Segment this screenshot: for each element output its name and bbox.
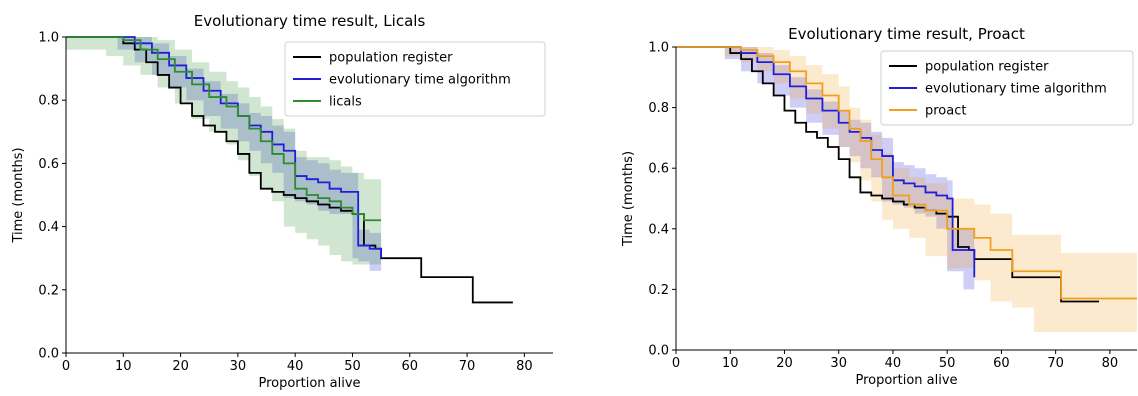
chart-title: Evolutionary time result, Proact (788, 25, 1025, 43)
x-tick-label: 10 (722, 356, 739, 371)
x-tick-label: 0 (62, 359, 70, 374)
y-tick-label: 0.8 (648, 101, 669, 116)
x-tick-label: 60 (401, 359, 418, 374)
x-tick-label: 50 (939, 356, 956, 371)
chart-title: Evolutionary time result, Licals (194, 12, 426, 30)
y-tick-label: 1.0 (648, 41, 669, 56)
chart-licals: Evolutionary time result, Licals 0 10 20 30 4… (11, 12, 553, 391)
y-tick-label: 0.4 (38, 220, 59, 235)
series-line-1 (676, 46, 976, 278)
series-line-2 (676, 46, 1137, 300)
legend-label: evolutionary time algorithm (329, 73, 511, 88)
x-tick-label: 70 (1047, 356, 1064, 371)
legend: population register evolutionary time alg… (880, 50, 1134, 126)
x-axis-label: Proportion alive (258, 376, 360, 391)
y-tick-label: 0.0 (648, 344, 669, 359)
chart-proact: Evolutionary time result, Proact 0 10 20 30 4… (621, 25, 1137, 388)
y-axis-label: Time (months) (621, 151, 636, 247)
x-tick-label: 80 (516, 359, 533, 374)
legend-label: licals (329, 95, 362, 110)
series-line-1 (66, 36, 383, 259)
y-tick-label: 1.0 (38, 31, 59, 46)
y-tick-label: 0.2 (38, 283, 59, 298)
confidence-band-2 (66, 37, 382, 265)
x-axis-label: Proportion alive (855, 373, 957, 388)
legend-label: population register (925, 60, 1049, 75)
legend-box (880, 50, 1134, 126)
legend: population register evolutionary time alg… (284, 41, 546, 117)
legend-label: evolutionary time algorithm (925, 82, 1107, 97)
y-axis-label: Time (months) (11, 147, 26, 243)
y-tick-label: 0.4 (648, 222, 669, 237)
x-tick-label: 70 (459, 359, 476, 374)
x-tick-label: 30 (830, 356, 847, 371)
x-tick-label: 50 (344, 359, 361, 374)
x-tick-label: 40 (287, 359, 304, 374)
legend-label: proact (925, 104, 966, 119)
x-tick-label: 80 (1102, 356, 1119, 371)
y-tick-label: 0.2 (648, 283, 669, 298)
x-tick-label: 30 (230, 359, 247, 374)
y-tick-label: 0.6 (38, 157, 59, 172)
y-tick-label: 0.8 (38, 94, 59, 109)
x-tick-label: 10 (115, 359, 132, 374)
x-tick-label: 0 (672, 356, 680, 371)
legend-label: population register (329, 51, 453, 66)
x-tick-label: 40 (885, 356, 902, 371)
y-tick-label: 0.0 (38, 347, 59, 362)
y-tick-label: 0.6 (648, 162, 669, 177)
x-tick-label: 60 (993, 356, 1010, 371)
legend-box (284, 41, 546, 117)
x-tick-label: 20 (172, 359, 189, 374)
series-line-2 (66, 36, 382, 222)
series-line-0 (676, 46, 1100, 303)
x-tick-label: 20 (776, 356, 793, 371)
confidence-band-2 (676, 47, 1137, 332)
confidence-band-1 (676, 47, 975, 290)
